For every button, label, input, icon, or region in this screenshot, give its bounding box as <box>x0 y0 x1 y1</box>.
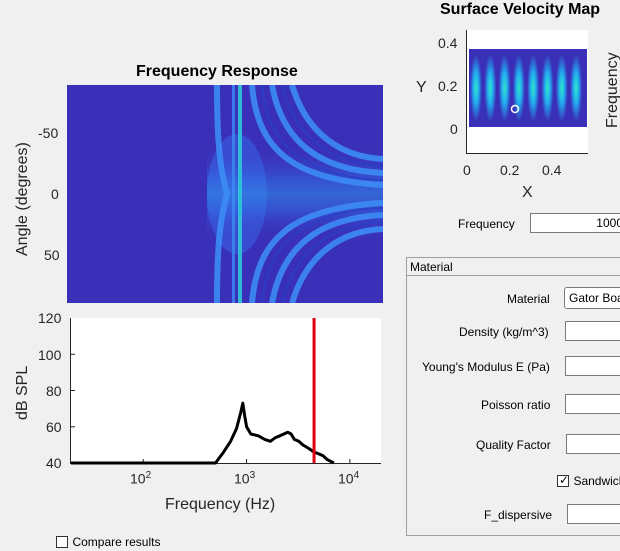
check-icon: ✓ <box>559 472 570 487</box>
surface-xtick: 0.2 <box>500 162 520 178</box>
material-panel-title: Material <box>410 260 453 274</box>
quality-factor-input[interactable] <box>566 434 620 454</box>
angle-ytick: 50 <box>44 247 60 263</box>
f-dispersive-label: F_dispersive <box>484 508 553 522</box>
spl-ylabel: dB SPL <box>14 365 31 420</box>
freq-response-axes[interactable] <box>67 85 383 303</box>
density-input[interactable] <box>565 321 620 341</box>
mode-lobe <box>570 54 583 122</box>
frequency-label: Frequency <box>458 217 515 231</box>
surface-map-image <box>469 49 587 127</box>
density-label: Density (kg/m^3) <box>459 325 549 339</box>
poisson-ratio-input[interactable] <box>565 394 620 414</box>
spl-series-line <box>71 401 335 465</box>
youngs-modulus-label: Young's Modulus E (Pa) <box>422 360 550 374</box>
mode-lobe <box>527 54 540 122</box>
poisson-ratio-label: Poisson ratio <box>481 398 551 412</box>
surface-ytick: 0.2 <box>438 78 458 94</box>
quality-factor-label: Quality Factor <box>476 438 551 452</box>
spl-ytick: 60 <box>46 419 62 435</box>
mode-lobe <box>484 54 497 122</box>
spl-xtick: 104 <box>338 470 360 487</box>
sandwich-label: Sandwich <box>573 474 620 488</box>
spl-xtick: 102 <box>130 470 152 487</box>
angle-ytick: -50 <box>38 125 59 141</box>
surface-ytick: 0 <box>450 121 458 137</box>
spl-xtick: 103 <box>234 470 256 487</box>
mode-lobe <box>555 54 568 122</box>
spl-ytick: 120 <box>38 310 62 326</box>
spl-axes[interactable] <box>70 318 381 465</box>
material-panel: Material Material Gator Boa Density (kg/… <box>406 257 620 536</box>
surface-map-axes[interactable] <box>466 30 588 154</box>
freq-response-heatmap <box>67 85 383 303</box>
surface-xlabel: X <box>522 184 533 201</box>
material-dropdown[interactable]: Gator Boa <box>564 287 620 309</box>
spl-ytick: 80 <box>46 383 62 399</box>
surface-xtick: 0 <box>463 162 471 178</box>
frequency-input[interactable]: 1000 <box>530 213 620 233</box>
youngs-modulus-input[interactable]: 1 <box>565 356 620 376</box>
angle-ylabel: Angle (degrees) <box>14 142 31 256</box>
sandwich-checkbox[interactable]: ✓ Sandwich <box>557 472 620 490</box>
compare-results-label: Compare results <box>72 535 161 549</box>
probe-point-marker <box>510 104 520 114</box>
compare-checkbox-box[interactable] <box>56 535 68 548</box>
spl-plot <box>71 318 351 465</box>
compare-results-checkbox[interactable]: Compare results <box>56 533 160 551</box>
mode-lobe <box>541 54 554 122</box>
f-dispersive-input[interactable] <box>567 504 620 524</box>
freq-response-title: Frequency Response <box>136 63 298 80</box>
surface-ytick: 0.4 <box>438 35 458 51</box>
mode-lobe <box>470 54 482 122</box>
surface-xtick: 0.4 <box>542 162 562 178</box>
surface-map-title: Surface Velocity Map <box>440 1 601 18</box>
mode-lobe <box>498 54 511 122</box>
sandwich-checkbox-box[interactable]: ✓ <box>557 472 570 487</box>
surface-ylabel: Y <box>416 79 427 96</box>
angle-ytick: 0 <box>51 186 59 202</box>
material-label: Material <box>507 292 550 306</box>
surface-right-label: Frequency <box>604 52 620 128</box>
spl-ytick: 40 <box>46 455 62 471</box>
spl-ytick: 100 <box>38 347 62 363</box>
material-panel-header <box>407 258 620 276</box>
spl-xlabel: Frequency (Hz) <box>165 496 276 513</box>
